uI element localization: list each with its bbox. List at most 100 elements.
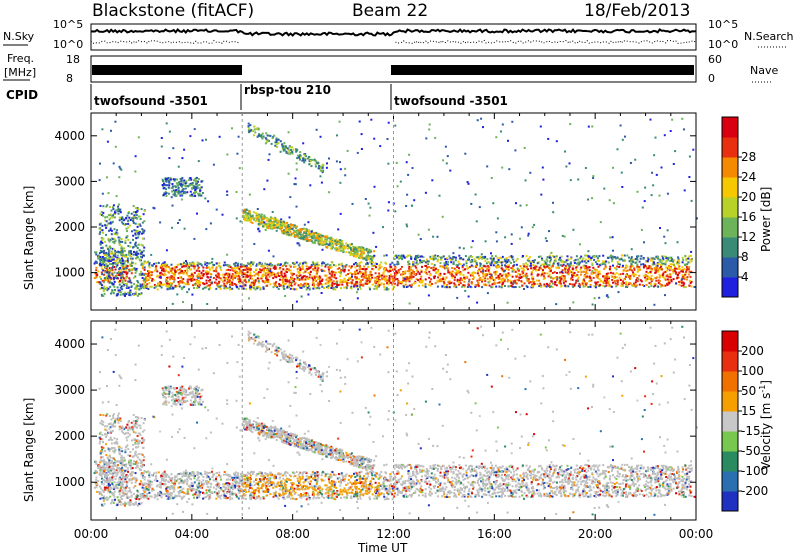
power-cell: [342, 249, 345, 252]
power-cell: [268, 275, 271, 278]
power-cell: [290, 272, 293, 275]
power-cell: [432, 266, 435, 269]
power-cell: [179, 180, 182, 183]
power-cell: [229, 283, 231, 286]
power-cell: [616, 281, 619, 284]
power-cell: [505, 257, 508, 260]
power-cell: [101, 268, 103, 271]
power-cell: [107, 248, 109, 251]
power-cell: [122, 267, 125, 270]
power-cell: [254, 281, 256, 283]
power-cell: [349, 254, 352, 257]
power-cell: [316, 271, 319, 274]
power-cell: [312, 278, 315, 281]
power-cell: [100, 271, 103, 274]
power-cell: [400, 265, 403, 268]
power-cell: [182, 181, 185, 184]
power-cell: [194, 195, 197, 197]
power-cell: [369, 258, 372, 260]
power-cell: [318, 276, 321, 279]
power-cell: [578, 286, 581, 289]
power-cell: [401, 258, 404, 261]
power-cell: [171, 183, 174, 185]
power-cell: [295, 150, 298, 153]
power-cell: [352, 255, 355, 258]
power-cell: [640, 280, 643, 283]
power-cell: [277, 287, 280, 290]
power-cell: [211, 257, 214, 260]
power-cell: [633, 273, 636, 276]
power-cell: [252, 281, 254, 284]
power-cell: [204, 197, 207, 200]
power-cell: [639, 268, 642, 271]
power-cell: [190, 273, 193, 276]
power-cell: [189, 190, 192, 193]
power-cell: [373, 281, 376, 284]
power-cell: [415, 266, 418, 269]
power-cell: [659, 261, 662, 264]
power-cell: [532, 264, 535, 266]
power-cell: [181, 286, 184, 289]
power-cell: [498, 265, 501, 267]
power-cell: [410, 268, 412, 271]
power-cell: [274, 144, 277, 147]
power-cell: [415, 260, 418, 262]
power-cell: [499, 275, 502, 278]
power-cell: [275, 141, 278, 143]
power-cell: [226, 282, 228, 285]
power-cell: [277, 226, 280, 228]
power-cell: [118, 289, 121, 292]
power-cell: [132, 220, 135, 223]
power-cell: [296, 231, 299, 234]
power-cell: [456, 271, 458, 274]
power-cell: [449, 258, 452, 261]
power-cell: [589, 277, 592, 280]
power-cell: [211, 261, 213, 264]
power-cell: [446, 263, 449, 266]
power-cell: [275, 139, 278, 142]
power-cell: [538, 266, 541, 269]
power-cell: [536, 262, 539, 265]
power-cell: [205, 286, 208, 289]
power-cell: [340, 241, 343, 244]
power-cell: [480, 270, 482, 273]
power-cell: [201, 277, 204, 280]
power-cell: [304, 238, 307, 241]
power-cell: [364, 280, 367, 283]
power-cell: [95, 260, 98, 263]
power-cell: [242, 269, 245, 271]
power-cell: [393, 258, 396, 260]
power-cell: [120, 268, 123, 271]
power-cell: [130, 281, 133, 284]
power-cell: [311, 283, 314, 286]
power-cell: [255, 214, 258, 217]
power-cell: [224, 278, 227, 281]
power-cell: [265, 281, 268, 284]
power-cell: [560, 274, 563, 277]
power-cell: [118, 272, 121, 275]
power-cell: [328, 272, 331, 275]
power-cell: [567, 285, 570, 288]
power-cell: [115, 195, 118, 198]
power-cell: [367, 256, 370, 259]
power-cell: [461, 285, 464, 288]
power-cell: [98, 283, 101, 286]
power-cell: [264, 262, 267, 265]
power-cell: [346, 284, 349, 287]
power-cell: [105, 286, 108, 289]
power-cell: [320, 264, 323, 267]
power-cell: [585, 266, 588, 269]
power-cell: [429, 284, 432, 287]
power-cell: [313, 234, 316, 237]
power-cell: [649, 267, 652, 270]
power-cell: [383, 270, 386, 273]
power-cell: [558, 281, 560, 284]
power-cell: [141, 286, 144, 289]
power-cell: [335, 243, 338, 246]
power-cell: [304, 275, 307, 278]
power-cell: [179, 276, 182, 279]
power-cell: [360, 271, 363, 274]
power-cell: [230, 281, 232, 284]
power-cell: [569, 123, 572, 126]
power-cell: [645, 275, 648, 278]
